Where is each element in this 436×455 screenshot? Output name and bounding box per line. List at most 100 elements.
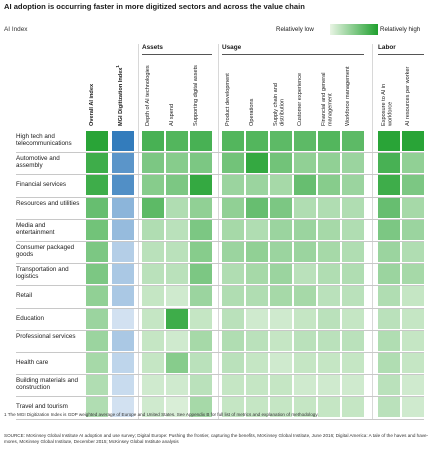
heatmap-cell	[112, 197, 134, 218]
row-separator	[16, 196, 424, 198]
heatmap-cell	[166, 330, 188, 351]
heatmap-cell	[378, 375, 400, 396]
heatmap-cell	[190, 286, 212, 307]
heatmap-cell	[270, 219, 292, 240]
group-underline	[142, 54, 212, 55]
heatmap-cell	[190, 242, 212, 262]
heatmap-cell	[294, 153, 316, 174]
column-header: Financial and general management	[321, 72, 334, 127]
heatmap-cell	[142, 308, 164, 329]
heatmap-cell	[246, 308, 268, 329]
heatmap-cell	[142, 286, 164, 307]
heatmap-cell	[294, 264, 316, 285]
heatmap-cell	[270, 397, 292, 418]
heatmap-cell	[294, 131, 316, 151]
heatmap-cell	[246, 286, 268, 307]
heatmap-cell	[270, 308, 292, 329]
row-separator	[16, 218, 424, 220]
column-header: Operations	[249, 98, 255, 126]
heatmap-cell	[402, 175, 424, 196]
heatmap-cell	[378, 330, 400, 351]
heatmap-cell	[166, 197, 188, 218]
heatmap-cell	[166, 397, 188, 418]
heatmap-cell	[270, 197, 292, 218]
heatmap-cell	[270, 330, 292, 351]
heatmap-cell	[190, 375, 212, 396]
heatmap-cell	[270, 264, 292, 285]
heatmap-cell	[166, 353, 188, 373]
footnote: 1 The MGI Digitization Index is GDP weig…	[4, 412, 319, 417]
row-label: High tech and telecommunications	[16, 133, 72, 148]
heatmap-cell	[166, 242, 188, 262]
heatmap-cell	[246, 131, 268, 151]
heatmap-cell	[166, 175, 188, 196]
heatmap-cell	[86, 264, 108, 285]
heatmap-cell	[246, 264, 268, 285]
heatmap-cell	[342, 264, 364, 285]
heatmap-cell	[222, 397, 244, 418]
heatmap-cell	[222, 330, 244, 351]
heatmap-cell	[166, 375, 188, 396]
heatmap-cell	[142, 175, 164, 196]
heatmap-cell	[112, 353, 134, 373]
heatmap-cell	[378, 353, 400, 373]
heatmap-cell	[86, 353, 108, 373]
heatmap-cell	[402, 397, 424, 418]
heatmap-cell	[318, 286, 340, 307]
row-separator	[16, 241, 424, 242]
heatmap-cell	[142, 375, 164, 396]
heatmap-cell	[378, 175, 400, 196]
heatmap-cell	[402, 330, 424, 351]
row-label: Financial services	[16, 181, 67, 189]
column-header: Workforce management	[345, 66, 351, 126]
row-separator	[16, 174, 424, 176]
row-separator	[16, 285, 424, 287]
row-separator	[16, 418, 424, 420]
row-label: Resources and utilities	[16, 199, 80, 207]
heatmap-cell	[402, 219, 424, 240]
heatmap-cell	[402, 286, 424, 307]
heatmap-cell	[86, 308, 108, 329]
heatmap-cell	[294, 197, 316, 218]
heatmap-cell	[294, 330, 316, 351]
heatmap-cell	[378, 308, 400, 329]
heatmap-cell	[246, 353, 268, 373]
heatmap-cell	[402, 375, 424, 396]
group-label-assets: Assets	[142, 44, 163, 51]
heatmap-cell	[86, 131, 108, 151]
heatmap-cell	[402, 131, 424, 151]
heatmap-cell	[222, 308, 244, 329]
group-label-labor: Labor	[378, 44, 396, 51]
heatmap-cell	[86, 286, 108, 307]
heatmap-cell	[246, 197, 268, 218]
heatmap-cell	[294, 308, 316, 329]
heatmap-cell	[342, 286, 364, 307]
column-header: Exposure to AI in workforce	[381, 83, 394, 126]
row-separator	[16, 263, 424, 265]
heatmap-cell	[222, 175, 244, 196]
row-label: Media and entertainment	[16, 221, 55, 236]
heatmap-cell	[166, 219, 188, 240]
heatmap-cell	[190, 131, 212, 151]
heatmap-cell	[342, 375, 364, 396]
heatmap-cell	[270, 286, 292, 307]
heatmap-cell	[378, 264, 400, 285]
column-header: MGI Digitization Index1	[115, 65, 124, 126]
heatmap-cell	[190, 153, 212, 174]
heatmap-cell	[270, 175, 292, 196]
row-label: Automotive and assembly	[16, 155, 60, 170]
heatmap-cell	[246, 242, 268, 262]
heatmap-cell	[402, 308, 424, 329]
heatmap-cell	[402, 264, 424, 285]
legend-high-label: Relatively high	[380, 26, 421, 33]
heatmap-cell	[342, 308, 364, 329]
heatmap-cell	[86, 219, 108, 240]
heatmap-cell	[166, 264, 188, 285]
heatmap-cell	[190, 197, 212, 218]
column-header: AI spend	[169, 103, 175, 126]
heatmap-cell	[246, 397, 268, 418]
heatmap-cell	[294, 353, 316, 373]
heatmap-cell	[402, 153, 424, 174]
source-note: SOURCE: McKinsey Global Institute AI ado…	[4, 433, 429, 444]
heatmap-cell	[112, 175, 134, 196]
